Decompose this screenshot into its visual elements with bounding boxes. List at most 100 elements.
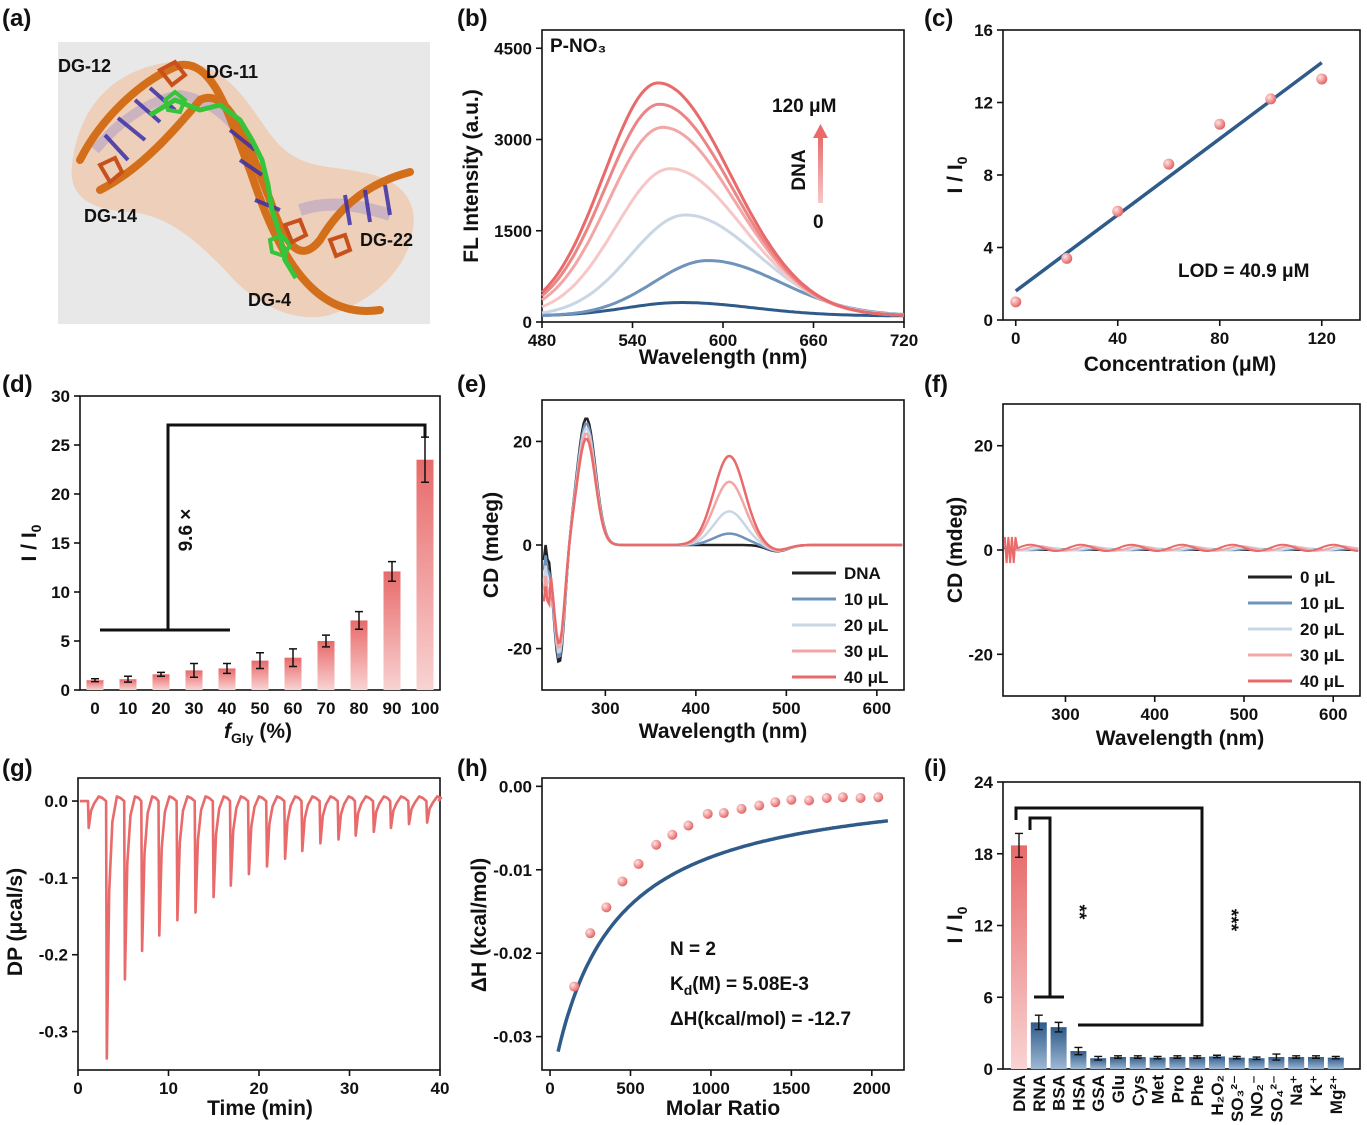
label-dg-12: DG-12 <box>58 56 111 76</box>
panel-b-xtick-label: 600 <box>709 331 737 350</box>
panel-i-xtick-label: NO₂⁻ <box>1248 1075 1267 1117</box>
ligand-structure <box>148 97 299 280</box>
panel-i-bar <box>1169 1057 1186 1069</box>
panel-c-xlabel: Concentration (μM) <box>1084 353 1277 376</box>
panel-i-error-bar <box>1193 1055 1202 1059</box>
panel-i-bars <box>1011 832 1344 1069</box>
panel-d-error-bar <box>91 677 99 683</box>
panel-i-error-bar <box>1133 1055 1142 1059</box>
panel-b-arrow-bottom-label: 0 <box>813 212 824 233</box>
panel-e-legend-label: 30 μL <box>844 642 888 661</box>
panel-c-data-point <box>1316 73 1328 85</box>
panel-f-ytick-label: -20 <box>968 645 993 664</box>
panel-f-ytick-label: 20 <box>974 437 993 456</box>
panel-d-error-bar <box>157 671 165 678</box>
panel-d-bars <box>86 436 434 690</box>
panel-f-curves <box>1003 536 1359 564</box>
panel-g-ytick-label: -0.2 <box>39 946 68 965</box>
panel-c-data-point <box>1163 158 1175 170</box>
panel-h-data-point <box>873 792 884 803</box>
panel-e-ytick-label: 0 <box>523 536 532 555</box>
panel-g-xtick-label: 0 <box>73 1079 82 1098</box>
panel-h-annotation-dh: ΔH(kcal/mol) = -12.7 <box>670 1009 851 1030</box>
panel-i-ytick-label: 6 <box>984 988 993 1007</box>
panel-i-xtick-label: SO₃²⁻ <box>1228 1075 1247 1122</box>
panel-h-data-point <box>821 793 832 804</box>
panel-h-xtick-label: 2000 <box>853 1079 891 1098</box>
panel-i-ylabel: I / I0 <box>944 906 970 943</box>
panel-label-c: (c) <box>924 5 953 32</box>
panel-i-xtick-label: Mg²⁺ <box>1327 1075 1346 1114</box>
panel-i-bar <box>1268 1057 1285 1069</box>
panel-h-data-point <box>736 803 747 814</box>
panel-i-bar <box>1070 1051 1087 1069</box>
panel-f-legend-label: 0 μL <box>1300 568 1335 587</box>
panel-d-ylabel: I / I0 <box>18 524 44 561</box>
panel-d-xtick-label: 80 <box>350 699 369 718</box>
panel-f-axes: 300 400 500 600 -20 0 20 <box>968 437 1347 724</box>
panel-b-xtick-label: 720 <box>890 331 918 350</box>
panel-c-ytick-label: 16 <box>974 21 993 40</box>
panel-f-xtick-label: 400 <box>1141 705 1169 724</box>
panel-c-xtick-label: 120 <box>1308 329 1336 348</box>
panel-i-xtick-label: HSA <box>1069 1075 1088 1111</box>
panel-g-ytick-label: -0.3 <box>39 1023 68 1042</box>
panel-i-bar <box>1050 1027 1067 1069</box>
panel-d-fold-label: 9.6 × <box>176 509 197 552</box>
panel-i-bar <box>1090 1058 1107 1069</box>
panel-c-ylabel: I / I0 <box>944 156 970 193</box>
panel-d-bracket <box>100 423 427 632</box>
panel-h-ytick-label: -0.01 <box>493 861 532 880</box>
panel-i-xtick-label: Glu <box>1109 1075 1128 1103</box>
panel-f-xlabel: Wavelength (nm) <box>1096 727 1264 750</box>
panel-c-ytick-label: 4 <box>984 239 994 258</box>
panel-i-error-bar <box>1213 1054 1221 1059</box>
panel-g-axes: 0 10 20 30 40 0.0 -0.1 -0.2 -0.3 <box>39 792 450 1098</box>
panel-i-xtick-label: Pro <box>1168 1075 1187 1103</box>
panel-c-marks <box>1010 61 1328 308</box>
panel-d-error-bar <box>124 675 132 683</box>
panel-d-ytick-label: 30 <box>51 387 70 406</box>
panel-d-xlabel: fGly (%) <box>224 720 292 746</box>
panel-h-marks <box>556 792 889 1053</box>
panel-i-bracket-rna <box>1014 806 1204 1027</box>
panel-g-xlabel: Time (min) <box>207 1097 313 1120</box>
panel-g-xtick-label: 40 <box>431 1079 450 1098</box>
panel-i-axes: DNA RNA BSA HSA GSA Glu Cys Met Pro Phe H₂O₂ SO₃²⁻ N… <box>974 773 1346 1122</box>
panel-e-ytick-label: 20 <box>513 432 532 451</box>
panel-d-ytick-label: 25 <box>51 436 70 455</box>
panel-h-ytick-label: 0.00 <box>499 777 532 796</box>
panel-i-bar <box>1248 1058 1265 1069</box>
panel-f-legend-label: 20 μL <box>1300 620 1344 639</box>
panel-d-error-bar <box>355 610 363 630</box>
panel-b-fluorescence-spectra: 480 540 600 660 720 0 1500 3000 4500 P-NO₃ 120 μ… <box>460 29 918 369</box>
panel-i-error-bar <box>1074 1046 1083 1056</box>
panel-d-axes: 0 10 20 30 40 50 60 70 80 90 100 0 5 10 15 20 25 30 <box>51 387 439 718</box>
panel-c-xtick-label: 40 <box>1108 329 1127 348</box>
panel-h-xlabel: Molar Ratio <box>666 1097 780 1120</box>
panel-d-ytick-label: 15 <box>51 534 70 553</box>
panel-i-bar <box>1228 1057 1245 1069</box>
panel-f-series-line <box>1003 539 1359 561</box>
panel-i-bar <box>1209 1056 1225 1069</box>
panel-d-xtick-label: 90 <box>383 699 402 718</box>
panel-label-h: (h) <box>457 755 488 782</box>
panel-i-error-bar <box>1034 1014 1043 1031</box>
panel-h-data-point <box>667 829 678 840</box>
panel-c-xtick-label: 80 <box>1210 329 1229 348</box>
panel-e-curves <box>542 417 903 664</box>
panel-e-xtick-label: 400 <box>682 699 710 718</box>
panel-e-axes: 300 400 500 600 -20 0 20 <box>507 432 891 718</box>
panel-c-xtick-label: 0 <box>1011 329 1020 348</box>
panel-d-xtick-label: 70 <box>317 699 336 718</box>
panel-c-data-point <box>1265 93 1277 105</box>
panel-b-plot-area <box>541 29 905 323</box>
panel-h-ytick-label: -0.02 <box>493 944 532 963</box>
panel-g-itc-raw: 0 10 20 30 40 0.0 -0.1 -0.2 -0.3 Time (min) DP (… <box>4 777 450 1120</box>
panel-h-fit-curve <box>556 819 889 1053</box>
panel-i-xtick-label: RNA <box>1030 1075 1049 1112</box>
panel-i-bar <box>1288 1057 1305 1069</box>
panel-g-trace <box>79 795 443 1060</box>
panel-h-data-point <box>683 820 694 831</box>
panel-h-itc-isotherm: 0 500 1000 1500 2000 0.00 -0.01 -0.02 -0.03 N = … <box>468 777 905 1120</box>
